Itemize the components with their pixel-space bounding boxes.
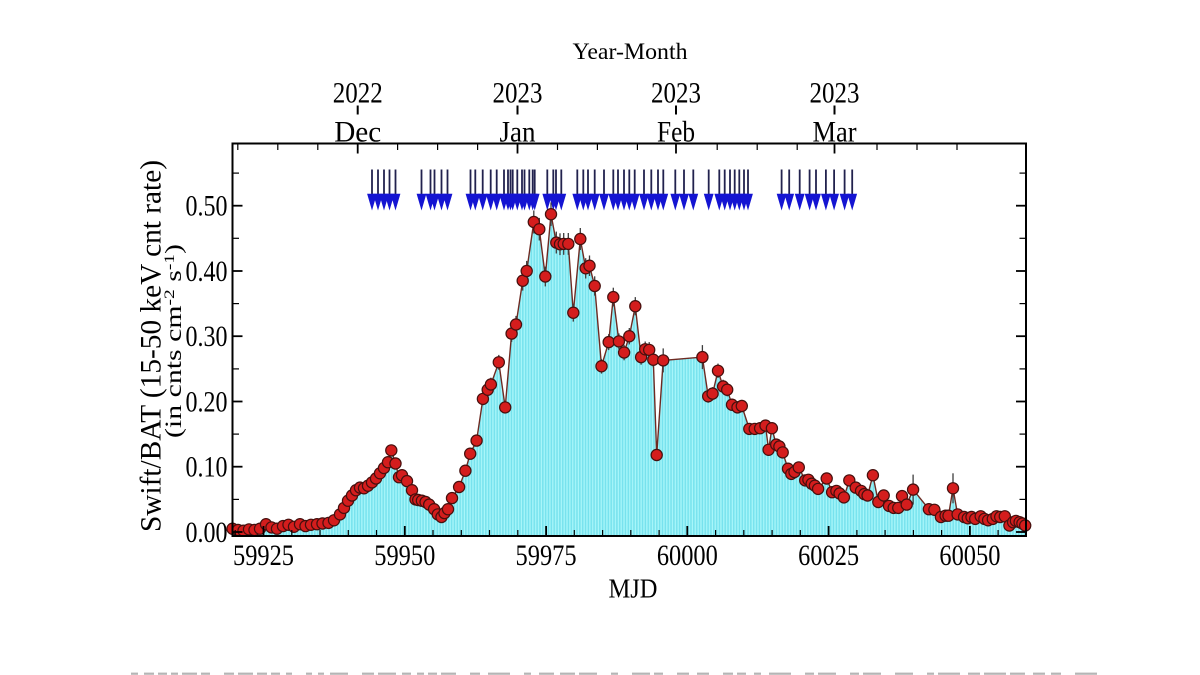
svg-text:0.40: 0.40	[186, 255, 228, 288]
svg-text:Swift/BAT (15-50 keV cnt rate): Swift/BAT (15-50 keV cnt rate)	[135, 160, 168, 532]
svg-text:2023: 2023	[810, 77, 860, 110]
svg-text:Jan: Jan	[500, 116, 536, 149]
svg-text:Dec: Dec	[334, 116, 381, 149]
svg-text:2022: 2022	[333, 77, 383, 110]
svg-text:59975: 59975	[516, 539, 577, 572]
svg-text:60050: 60050	[939, 539, 1000, 572]
svg-text:0.10: 0.10	[186, 451, 228, 484]
svg-text:0.00: 0.00	[186, 516, 228, 549]
svg-text:59950: 59950	[374, 539, 435, 572]
svg-text:0.30: 0.30	[186, 320, 228, 353]
svg-text:2023: 2023	[493, 77, 543, 110]
svg-text:Year-Month: Year-Month	[573, 39, 688, 65]
svg-text:0.50: 0.50	[186, 190, 228, 223]
svg-text:59925: 59925	[233, 539, 294, 572]
svg-text:0.20: 0.20	[186, 385, 228, 418]
svg-text:2023: 2023	[651, 77, 701, 110]
svg-text:Mar: Mar	[813, 116, 857, 149]
svg-text:MJD: MJD	[609, 574, 658, 604]
svg-text:60000: 60000	[657, 539, 718, 572]
svg-text:Feb: Feb	[657, 116, 695, 149]
svg-text:(in cnts cm-2 s-1): (in cnts cm-2 s-1)	[161, 244, 186, 438]
svg-text:60025: 60025	[798, 539, 859, 572]
